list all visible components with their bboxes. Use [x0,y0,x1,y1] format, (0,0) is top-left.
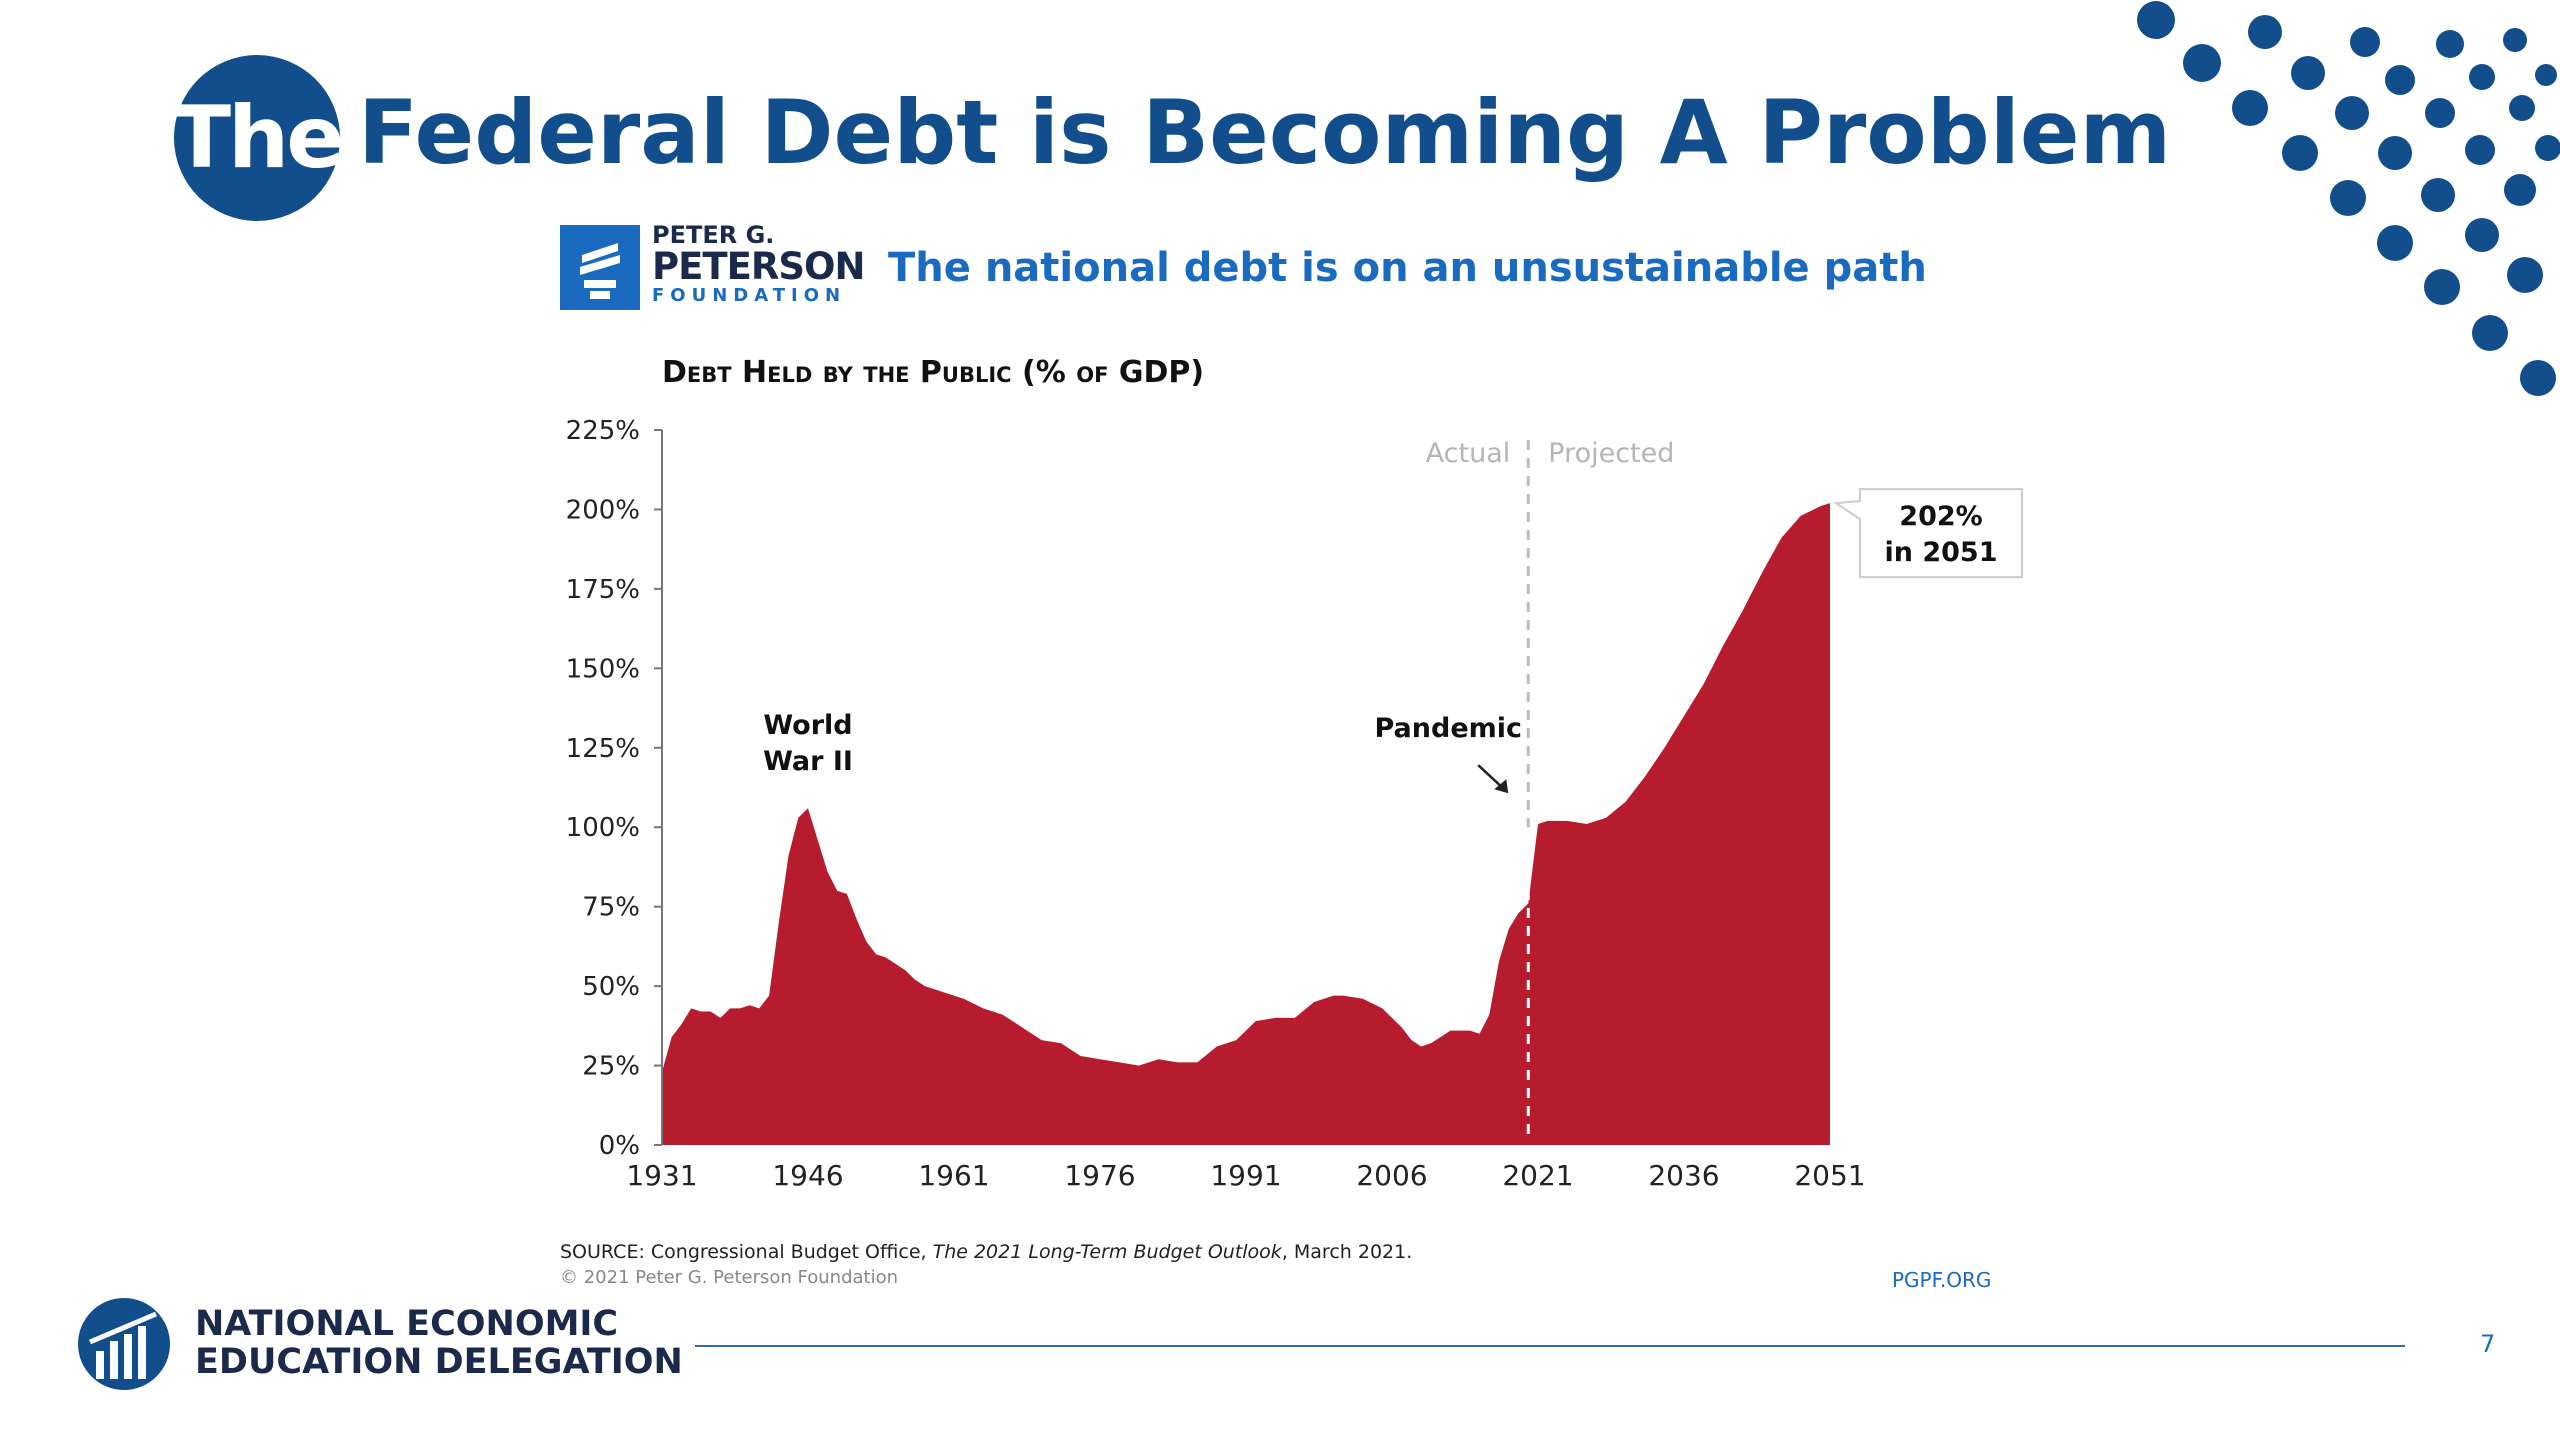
debt-area-chart: 0% 25% 50% 75% 100% 125% 150% 175% 200% 225% 1931 1… [566,416,2023,1192]
source-note: SOURCE: Congressional Budget Office, The… [560,1241,1660,1263]
y-tick-label: 50% [582,972,640,1002]
foundation-name-line1: PETER G. [652,221,775,249]
y-tick-label: 75% [582,893,640,923]
y-tick-label: 175% [566,575,640,605]
x-tick-label: 1931 [626,1159,697,1192]
x-tick-label: 1961 [918,1159,989,1192]
annotation-callout-box [1833,488,2023,579]
page-title: Federal Debt is Becoming A Problem [358,81,2172,184]
x-tick-label: 1991 [1210,1159,1281,1192]
annotation-pandemic: Pandemic [1374,713,1522,744]
annotation-callout-value: 202% [1899,501,1982,532]
y-tick-label: 150% [566,654,640,684]
pgpf-link[interactable]: PGPF.ORG [1892,1268,1992,1292]
source-suffix: , March 2021. [1281,1241,1413,1263]
foundation-name-line2: PETERSON [652,245,865,288]
actual-label: Actual [1426,438,1511,469]
title-badge: The [172,55,345,221]
y-tick-label: 125% [566,734,640,764]
annotation-wwii-line2: War II [763,746,853,777]
y-tick-label: 25% [582,1052,640,1082]
peterson-foundation-name: PETER G. PETERSON FOUNDATION [652,222,882,306]
nee-logo-icon [78,1298,170,1390]
foundation-name-line3: FOUNDATION [652,285,847,306]
y-tick-label: 200% [566,495,640,525]
chart-headline: The national debt is on an unsustainable… [888,245,1927,291]
y-tick-label: 225% [566,416,640,446]
footer-divider [695,1345,2405,1347]
annotation-wwii-line1: World [763,710,852,741]
nee-org-line1: NATIONAL ECONOMIC [195,1304,619,1344]
page-number: 7 [2480,1330,2496,1358]
peterson-foundation-logo [560,225,640,310]
nee-org-name: NATIONAL ECONOMIC EDUCATION DELEGATION [195,1305,695,1381]
x-tick-label: 2021 [1502,1159,1573,1192]
debt-area-series [662,503,1830,1146]
nee-org-line2: EDUCATION DELEGATION [195,1342,683,1382]
x-tick-label: 2051 [1794,1159,1865,1192]
copyright-note: © 2021 Peter G. Peterson Foundation [560,1267,899,1288]
x-tick-label: 2036 [1648,1159,1719,1192]
y-tick-label: 100% [566,813,640,843]
source-title: The 2021 Long-Term Budget Outlook [932,1241,1282,1263]
annotation-pandemic-arrowhead [1494,779,1509,794]
y-tick-label: 0% [599,1131,640,1161]
chart-title: Debt Held by the Public (% of GDP) [662,355,1205,390]
x-tick-label: 1976 [1064,1159,1135,1192]
source-prefix: SOURCE: Congressional Budget Office, [560,1241,933,1263]
annotation-callout-year: in 2051 [1884,537,1997,568]
x-tick-label: 1946 [772,1159,843,1192]
decorative-dots [2137,1,2560,396]
x-tick-label: 2006 [1356,1159,1427,1192]
projected-label: Projected [1548,438,1674,469]
